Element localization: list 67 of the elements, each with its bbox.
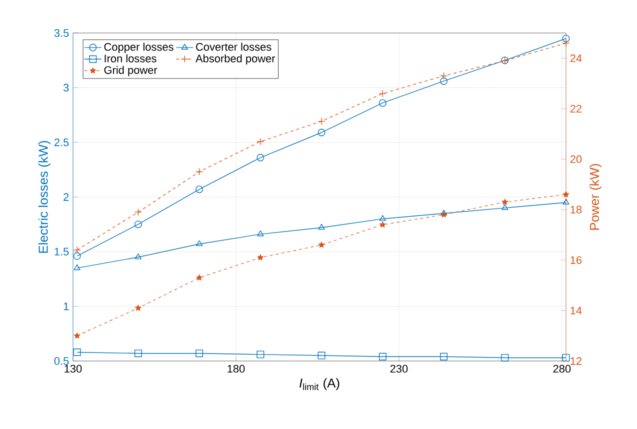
y2-tick-label: 18 xyxy=(570,206,582,214)
point xyxy=(134,253,142,260)
point xyxy=(135,304,142,311)
y2-tick-label: 14 xyxy=(570,306,582,314)
x-tick-label: 230 xyxy=(390,364,408,373)
x-tick-label: 130 xyxy=(64,364,82,373)
y-tick-label: 0.5 xyxy=(54,357,69,365)
y2-tick-label: 22 xyxy=(570,104,582,113)
point xyxy=(318,118,326,126)
point xyxy=(380,221,386,228)
legend-label: Absorbed power xyxy=(196,54,276,65)
point xyxy=(73,246,81,254)
y2-tick-label: 16 xyxy=(570,256,582,264)
point xyxy=(562,198,570,205)
point xyxy=(256,138,264,146)
point xyxy=(378,90,386,98)
legend-label: Grid power xyxy=(104,66,158,76)
point xyxy=(196,168,204,176)
y-tick-label: 3.5 xyxy=(54,29,69,37)
y-axis-title: Electric losses (kW) xyxy=(38,140,50,253)
y2-axis-title: Power (kW) xyxy=(590,164,602,230)
point xyxy=(562,354,570,362)
point xyxy=(74,264,80,270)
y2-tick-label: 24 xyxy=(570,54,582,62)
point xyxy=(440,77,448,85)
y-tick-label: 2 xyxy=(64,193,69,201)
point xyxy=(256,154,264,162)
point xyxy=(318,352,326,360)
point xyxy=(196,240,203,246)
point xyxy=(134,220,142,228)
point xyxy=(134,350,142,358)
point xyxy=(73,348,81,356)
point xyxy=(256,350,264,358)
y2-tick-label: 20 xyxy=(570,155,582,164)
point xyxy=(440,352,448,360)
point xyxy=(257,230,264,236)
point xyxy=(196,350,204,358)
point xyxy=(318,128,326,136)
point xyxy=(501,354,509,362)
y-tick-label: 1.5 xyxy=(54,248,69,256)
point xyxy=(196,274,202,280)
legend-label: Iron losses xyxy=(104,54,156,62)
legend-label: Coverter losses xyxy=(196,42,272,51)
point xyxy=(379,215,386,221)
x-tick-label: 280 xyxy=(553,364,571,373)
point xyxy=(502,198,508,205)
x-tick-label: 180 xyxy=(228,364,245,373)
y-tick-label: 3 xyxy=(63,84,69,92)
point xyxy=(378,99,386,107)
point xyxy=(440,72,448,80)
point xyxy=(562,191,570,198)
y2-tick-label: 12 xyxy=(570,357,582,365)
y-tick-label: 2.5 xyxy=(54,138,69,146)
point xyxy=(196,186,204,194)
point xyxy=(74,332,80,338)
point xyxy=(562,34,570,42)
point xyxy=(73,252,81,260)
point xyxy=(378,352,386,360)
point xyxy=(257,254,264,260)
x-axis-title: I$_{limit}$ (A) xyxy=(299,378,340,390)
point xyxy=(134,208,142,216)
legend-label: Copper losses xyxy=(104,42,174,53)
point xyxy=(562,39,570,47)
point xyxy=(502,204,508,210)
y-tick-label: 1 xyxy=(64,302,69,310)
point xyxy=(318,224,325,230)
point xyxy=(318,242,325,248)
